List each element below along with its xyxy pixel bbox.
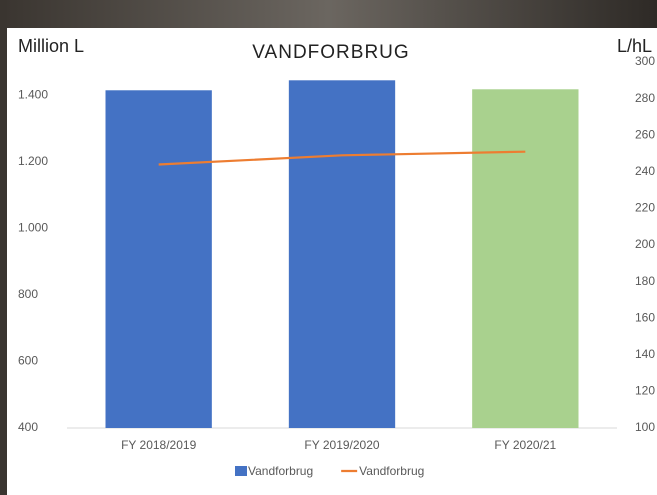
bar [105,90,212,429]
background-photo-edge [0,0,7,495]
y-tick-label: 600 [18,354,38,368]
y2-tick-label: 280 [635,91,655,105]
bar [288,80,396,429]
y-axis-title: Million L [18,36,84,56]
y2-tick-label: 220 [635,201,655,215]
x-tick-label: FY 2019/2020 [304,438,380,452]
y2-tick-label: 260 [635,127,655,141]
y2-tick-label: 100 [635,420,655,434]
y-tick-label: 1.200 [18,154,48,168]
y2-tick-label: 180 [635,274,655,288]
line [158,150,526,166]
background-photo [0,0,657,28]
y2-axis-title: L/hL [617,36,652,56]
x-tick-label: FY 2020/21 [494,438,556,452]
y-tick-label: 400 [18,420,38,434]
y-tick-label: 1.000 [18,221,48,235]
legend-swatch [235,466,247,476]
y2-tick-label: 240 [635,164,655,178]
legend-label: Vandforbrug [359,464,424,478]
x-tick-label: FY 2018/2019 [121,438,197,452]
bar [472,89,579,429]
y2-tick-label: 140 [635,347,655,361]
y-tick-label: 1.400 [18,87,48,101]
y2-tick-label: 200 [635,237,655,251]
y2-tick-label: 160 [635,310,655,324]
y2-tick-label: 120 [635,384,655,398]
legend-label: Vandforbrug [248,464,313,478]
chart-title: VANDFORBRUG [252,42,409,63]
y2-tick-label: 300 [635,54,655,68]
y-tick-label: 800 [18,287,38,301]
